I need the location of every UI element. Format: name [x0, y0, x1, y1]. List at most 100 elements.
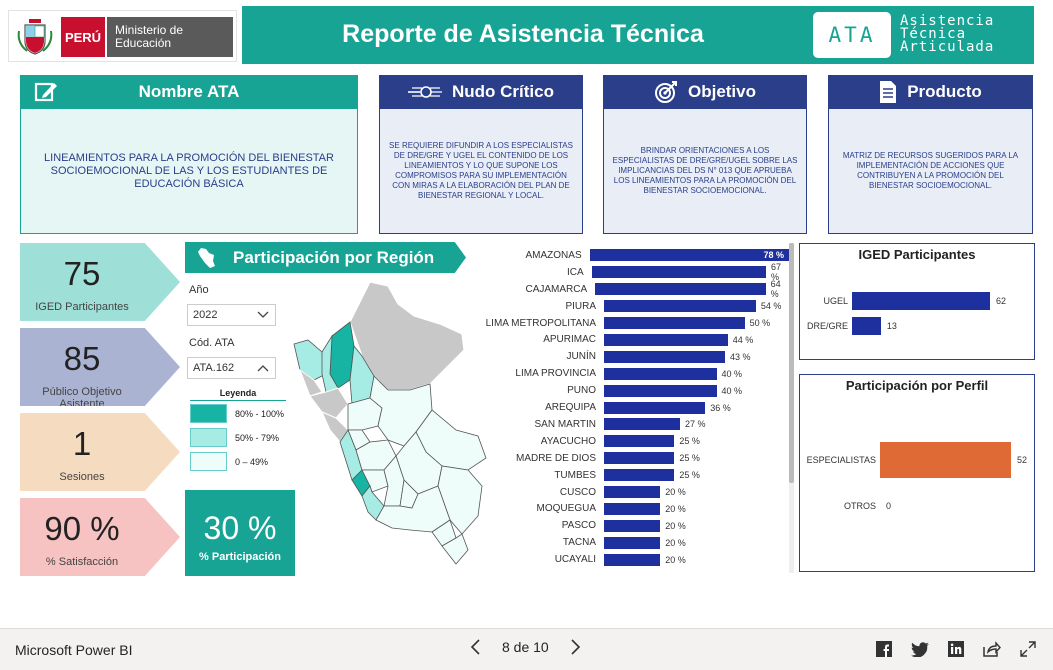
next-page-icon[interactable]: [569, 639, 581, 655]
scrollbar-thumb[interactable]: [789, 243, 794, 483]
card-objetivo-header: Objetivo: [603, 75, 807, 108]
region-bar-row[interactable]: PASCO 20 %: [430, 517, 790, 534]
region-bar-row[interactable]: CUSCO 20 %: [430, 484, 790, 501]
region-bar[interactable]: [604, 519, 661, 532]
region-bar[interactable]: [595, 283, 766, 296]
facebook-icon[interactable]: [875, 640, 893, 658]
perfil-bar-row[interactable]: OTROS 0: [806, 488, 891, 524]
region-bar[interactable]: [604, 418, 680, 431]
region-bar-value: 27 %: [684, 419, 706, 430]
knot-icon: [408, 84, 442, 100]
card-nombre-header: Nombre ATA: [20, 75, 358, 108]
region-bar[interactable]: [604, 536, 661, 549]
region-bar-value: 36 %: [710, 402, 731, 413]
iged-bar-row[interactable]: UGEL 62: [806, 292, 1006, 310]
region-bar-row[interactable]: APURIMAC 44 %: [430, 332, 790, 349]
region-bar-label: TUMBES: [554, 469, 596, 481]
region-bar[interactable]: [604, 452, 675, 465]
region-bar[interactable]: [604, 486, 661, 499]
ata-badge: ATA: [813, 12, 891, 58]
year-dropdown[interactable]: 2022: [187, 304, 276, 326]
region-bar-row[interactable]: PUNO 40 %: [430, 382, 790, 399]
card-producto: Producto MATRIZ DE RECURSOS SUGERIDOS PA…: [828, 75, 1033, 234]
perfil-bar-row[interactable]: ESPECIALISTAS 52: [806, 442, 1027, 478]
document-icon: [879, 80, 897, 104]
region-bar[interactable]: [604, 333, 728, 346]
region-bar-label: PUNO: [567, 385, 596, 397]
region-bar-label: CAJAMARCA: [525, 283, 588, 295]
iged-bar[interactable]: [852, 317, 881, 335]
region-bar-value: 20 %: [665, 503, 686, 514]
peru-region-map[interactable]: [292, 280, 492, 572]
region-bar[interactable]: [604, 469, 675, 482]
peru-label: PERÚ: [61, 17, 105, 57]
map-region-piura[interactable]: [293, 339, 327, 381]
kpi-publico-label: Público Objetivo Asistente: [42, 386, 122, 410]
peru-crest-icon: [15, 17, 55, 57]
region-bar-value: 20 %: [665, 554, 686, 565]
region-bar-row[interactable]: PIURA 54 %: [430, 298, 790, 315]
region-bar-row[interactable]: MOQUEGUA 20 %: [430, 501, 790, 518]
region-bar-row[interactable]: SAN MARTIN 27 %: [430, 416, 790, 433]
iged-panel-title: IGED Participantes: [858, 247, 976, 262]
fullscreen-icon[interactable]: [1019, 640, 1037, 658]
region-bar-label: UCAYALI: [554, 554, 596, 566]
map-region-huancavelica[interactable]: [361, 469, 389, 493]
region-bar[interactable]: [604, 553, 661, 566]
year-value: 2022: [193, 309, 218, 321]
minedu-logo: PERÚ Ministerio de Educación: [8, 10, 237, 62]
region-bar-value: 40 %: [721, 368, 743, 379]
region-bar-label: CUSCO: [559, 486, 596, 498]
perfil-panel-title: Participación por Perfil: [845, 378, 989, 393]
region-bar-row[interactable]: ICA 67 %: [430, 262, 790, 282]
linkedin-icon[interactable]: [947, 640, 965, 658]
region-bar-row[interactable]: JUNÍN 43 %: [430, 348, 790, 365]
scrollbar[interactable]: [789, 243, 794, 573]
legend-item: 50% - 79%: [190, 428, 286, 447]
region-bar[interactable]: [604, 367, 717, 380]
region-bar-row[interactable]: TUMBES 25 %: [430, 467, 790, 484]
region-bar[interactable]: [604, 300, 756, 313]
iged-bar-label: DRE/GRE: [806, 321, 848, 331]
cod-dropdown[interactable]: ATA.162: [187, 357, 276, 379]
region-bar-row[interactable]: AREQUIPA 36 %: [430, 399, 790, 416]
perfil-bar-label: OTROS: [843, 501, 876, 511]
perfil-bar-label: ESPECIALISTAS: [806, 455, 876, 465]
perfil-bar[interactable]: [880, 442, 1011, 478]
kpi-satisfaccion-label: % Satisfacción: [45, 556, 119, 568]
map-region-arequipa[interactable]: [375, 485, 451, 533]
participation-label: % Participación: [199, 551, 281, 563]
kpi-iged-label: IGED Participantes: [35, 301, 129, 313]
region-bar-row[interactable]: UCAYALI 20 %: [430, 551, 790, 568]
region-bar-row[interactable]: LIMA PROVINCIA 40 %: [430, 365, 790, 382]
region-bar[interactable]: [604, 502, 661, 515]
map-region-lambayeque[interactable]: [298, 368, 323, 397]
region-bar-row[interactable]: AYACUCHO 25 %: [430, 433, 790, 450]
share-icon[interactable]: [983, 640, 1001, 658]
region-bar-row[interactable]: CAJAMARCA 64 %: [430, 279, 790, 299]
region-bar-row[interactable]: MADRE DE DIOS 25 %: [430, 450, 790, 467]
iged-bar[interactable]: [852, 292, 990, 310]
iged-bar-row[interactable]: DRE/GRE 13: [806, 317, 897, 335]
region-bar-value: 54 %: [760, 301, 782, 312]
map-region-tacna[interactable]: [441, 533, 469, 565]
region-bar[interactable]: 78 %: [589, 249, 790, 262]
legend-label: 50% - 79%: [235, 432, 280, 443]
region-bar[interactable]: [591, 266, 767, 279]
perfil-bar-value: 0: [886, 501, 892, 511]
iged-bar-label: UGEL: [823, 296, 848, 306]
ata-word-2: Técnica: [900, 26, 967, 42]
prev-page-icon[interactable]: [470, 639, 482, 655]
powerbi-brand[interactable]: Microsoft Power BI: [15, 642, 133, 658]
region-bar[interactable]: [604, 435, 675, 448]
region-bar-row[interactable]: AMAZONAS 78 %: [430, 247, 790, 264]
region-bar[interactable]: [604, 401, 706, 414]
region-bar[interactable]: [604, 317, 745, 330]
region-bar-label: AREQUIPA: [545, 402, 596, 414]
twitter-icon[interactable]: [911, 640, 929, 658]
region-bar[interactable]: [604, 350, 725, 363]
region-bar[interactable]: [604, 384, 717, 397]
region-bar-row[interactable]: LIMA METROPOLITANA 50 %: [430, 315, 790, 332]
region-bar-value: 25 %: [679, 470, 700, 481]
region-bar-row[interactable]: TACNA 20 %: [430, 534, 790, 551]
